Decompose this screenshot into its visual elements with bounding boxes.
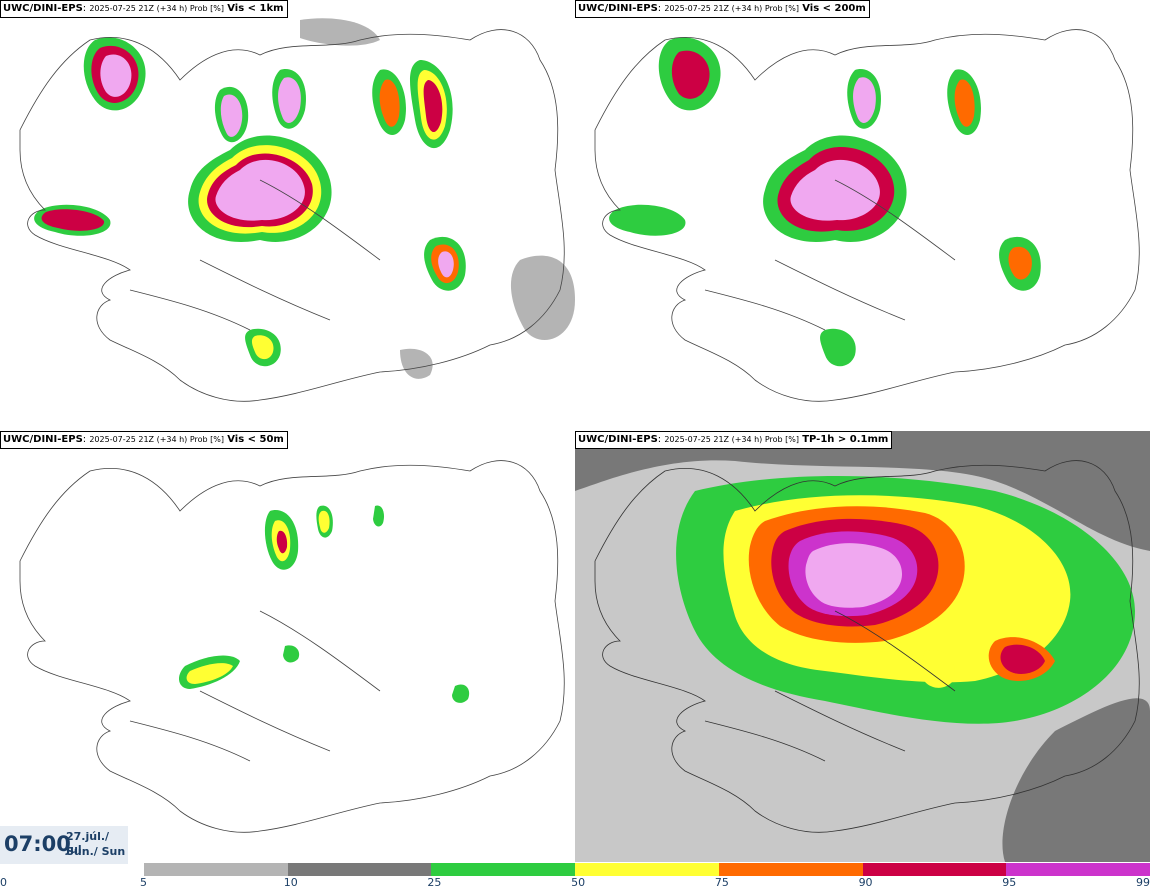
colorbar-tick-label: 0 (0, 876, 7, 889)
valid-time-box: 07:00 27.júl./ Jul Sun./ Sun (0, 826, 128, 864)
coastline (594, 460, 1140, 833)
map-panel-vis-1km: UWC/DINI-EPS: 2025-07-25 21Z (+34 h) Pro… (0, 0, 575, 431)
coastline (19, 29, 565, 402)
colorbar-segment (862, 863, 1007, 876)
valid-day: Sun./ Sun (66, 845, 126, 858)
probability-shading (178, 505, 470, 703)
run-info: 2025-07-25 21Z (+34 h) Prob [%] (664, 4, 800, 13)
panel-title: UWC/DINI-EPS: 2025-07-25 21Z (+34 h) Pro… (0, 431, 288, 449)
colorbar-tick-label: 10 (283, 876, 298, 889)
panel-title: UWC/DINI-EPS: 2025-07-25 21Z (+34 h) Pro… (575, 431, 893, 449)
variable-label: Vis < 1km (227, 3, 284, 14)
map-canvas (575, 431, 1150, 862)
model-name: UWC/DINI-EPS (3, 434, 83, 445)
valid-date: 27.júl./ Jul (66, 830, 110, 856)
run-info: 2025-07-25 21Z (+34 h) Prob [%] (664, 435, 800, 444)
colorbar-tick-label: 5 (140, 876, 147, 889)
colorbar-segment (575, 863, 720, 876)
map-panel-tp-1h: UWC/DINI-EPS: 2025-07-25 21Z (+34 h) Pro… (575, 431, 1150, 862)
run-info: 2025-07-25 21Z (+34 h) Prob [%] (89, 435, 225, 444)
model-name: UWC/DINI-EPS (578, 434, 658, 445)
colorbar-tick-label: 25 (427, 876, 442, 889)
map-panel-vis-200m: UWC/DINI-EPS: 2025-07-25 21Z (+34 h) Pro… (575, 0, 1150, 431)
model-name: UWC/DINI-EPS (3, 3, 83, 14)
low-probability-shading (300, 18, 575, 379)
coastline (594, 29, 1140, 402)
map-panel-vis-50m: UWC/DINI-EPS: 2025-07-25 21Z (+34 h) Pro… (0, 431, 575, 862)
panel-title: UWC/DINI-EPS: 2025-07-25 21Z (+34 h) Pro… (0, 0, 288, 18)
colorbar-segment (1006, 863, 1150, 876)
probability-shading (609, 37, 1041, 367)
colorbar-segment (287, 863, 432, 876)
colorbar-tick-label: 75 (714, 876, 729, 889)
map-canvas (594, 29, 1140, 402)
colorbar-segment (431, 863, 576, 876)
colorbar-tick-label: 95 (1002, 876, 1017, 889)
probability-shading (575, 431, 1150, 862)
colorbar-segment (144, 863, 288, 876)
panel-title: UWC/DINI-EPS: 2025-07-25 21Z (+34 h) Pro… (575, 0, 870, 18)
run-info: 2025-07-25 21Z (+34 h) Prob [%] (89, 4, 225, 13)
map-canvas (19, 460, 565, 833)
model-name: UWC/DINI-EPS (578, 3, 658, 14)
variable-label: Vis < 50m (227, 434, 284, 445)
variable-label: Vis < 200m (802, 3, 866, 14)
colorbar-tick-label: 99 (1136, 876, 1150, 889)
coastline (19, 460, 565, 833)
variable-label: TP-1h > 0.1mm (802, 434, 889, 445)
probability-shading (34, 37, 466, 367)
colorbar-tick-label: 90 (858, 876, 873, 889)
map-canvas (19, 18, 575, 402)
colorbar-tick-label: 50 (571, 876, 586, 889)
valid-hour: 07:00 (4, 832, 71, 856)
colorbar-segment (718, 863, 863, 876)
